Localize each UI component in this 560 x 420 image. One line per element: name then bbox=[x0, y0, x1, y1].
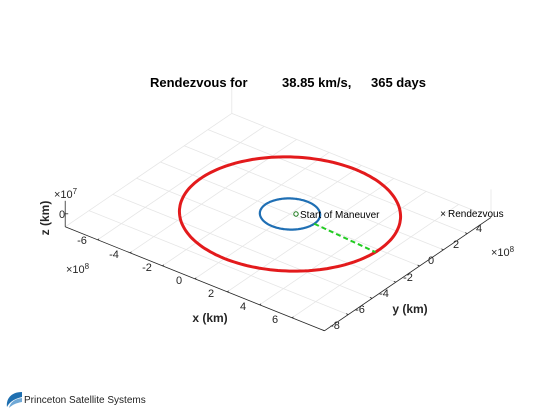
x-tick-mark bbox=[162, 264, 165, 267]
grid-line bbox=[291, 204, 459, 319]
y-tick-label: -4 bbox=[379, 288, 389, 300]
grid-line bbox=[160, 161, 420, 267]
x-tick-mark bbox=[129, 251, 132, 254]
grid-line bbox=[97, 126, 265, 241]
grid-line bbox=[226, 178, 395, 293]
y-tick-mark bbox=[369, 297, 373, 299]
x-tick-mark bbox=[291, 316, 294, 319]
y-tick-label: -6 bbox=[355, 304, 365, 316]
y-axis-label: y (km) bbox=[392, 302, 427, 316]
y-tick-label: 4 bbox=[476, 223, 482, 235]
y-tick-label: -2 bbox=[403, 272, 413, 284]
x-tick-label: 4 bbox=[240, 301, 246, 313]
x-exponent-label: ×108 bbox=[66, 262, 90, 276]
start-marker bbox=[293, 211, 299, 217]
grid-line bbox=[231, 113, 492, 218]
z-exponent-label: ×107 bbox=[54, 187, 78, 201]
grid-line bbox=[162, 152, 330, 267]
x-tick-label: -2 bbox=[142, 262, 152, 274]
grid-line bbox=[259, 191, 427, 306]
y-tick-mark bbox=[465, 232, 468, 234]
grid-line bbox=[88, 210, 349, 315]
y-exponent-label: ×108 bbox=[491, 245, 515, 259]
grid-line bbox=[184, 145, 444, 251]
y-axis-line bbox=[324, 217, 492, 332]
transfer-trajectory bbox=[313, 222, 376, 254]
grid bbox=[64, 85, 492, 332]
x-tick-label: 6 bbox=[272, 314, 278, 326]
z-axis-label: z (km) bbox=[38, 201, 52, 236]
grid-line bbox=[136, 177, 396, 283]
y-tick-mark bbox=[417, 264, 420, 267]
data-series bbox=[177, 155, 403, 273]
x-tick-label: 2 bbox=[208, 288, 214, 300]
y-tick-label: 2 bbox=[453, 239, 459, 251]
z-tick-label: 0 bbox=[59, 209, 65, 221]
rendezvous-marker: × bbox=[440, 209, 446, 220]
brand-name: Princeton Satellite Systems bbox=[24, 395, 146, 406]
y-tick-mark bbox=[346, 313, 349, 315]
rendezvous-annotation: Rendezvous bbox=[448, 209, 504, 220]
x-tick-label: -4 bbox=[109, 249, 119, 261]
y-tick-label: 0 bbox=[428, 255, 434, 267]
grid-line bbox=[207, 129, 468, 234]
y-tick-label: -8 bbox=[330, 320, 340, 332]
y-tick-mark bbox=[322, 329, 325, 332]
orbit-series-2 bbox=[258, 197, 322, 231]
chart-title-part-2: 38.85 km/s, bbox=[282, 75, 351, 90]
x-tick-mark bbox=[194, 277, 197, 280]
chart-title-part-1: Rendezvous for bbox=[150, 75, 248, 90]
x-axis-label: x (km) bbox=[192, 311, 227, 325]
start-annotation: Start of Maneuver bbox=[300, 210, 380, 221]
orbit-series-1 bbox=[177, 155, 403, 273]
swoosh-icon bbox=[6, 392, 22, 408]
axes bbox=[64, 200, 492, 332]
grid-line bbox=[112, 194, 373, 299]
chart-title-part-3: 365 days bbox=[371, 75, 426, 90]
grid-line bbox=[194, 165, 362, 280]
x-tick-mark bbox=[97, 238, 100, 241]
plot-area: Rendezvous for 38.85 km/s, 365 days x (k… bbox=[38, 75, 515, 332]
y-tick-mark bbox=[441, 248, 444, 251]
x-tick-mark bbox=[226, 290, 229, 293]
x-tick-mark bbox=[259, 303, 262, 306]
x-tick-label: 0 bbox=[176, 275, 182, 287]
brand-logo: Princeton Satellite Systems bbox=[4, 386, 184, 416]
y-tick-mark bbox=[393, 280, 396, 283]
x-axis-line bbox=[65, 226, 325, 332]
grid-line bbox=[64, 113, 233, 228]
x-tick-label: -6 bbox=[77, 235, 87, 247]
